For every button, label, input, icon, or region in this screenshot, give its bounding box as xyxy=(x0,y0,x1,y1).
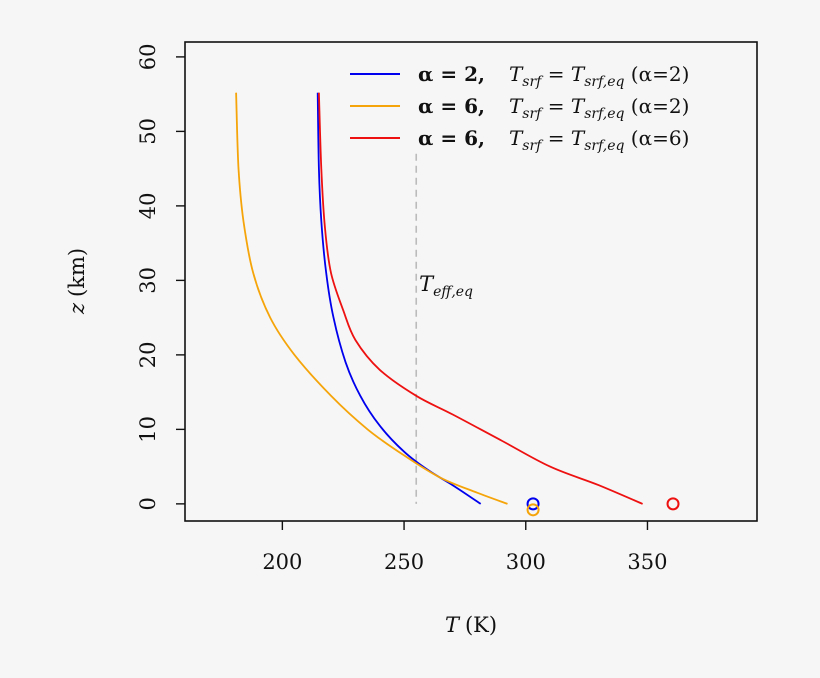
y-tick-label: 60 xyxy=(136,44,160,71)
legend-label-1: α = 2, Tsrf = Tsrf,eq (α=2) xyxy=(418,62,689,90)
surface-marker-1 xyxy=(526,497,540,511)
teff-annotation: Teff,eq xyxy=(419,272,473,300)
series-line-3 xyxy=(318,92,643,505)
x-axis: 200 250 300 350 xyxy=(262,521,668,574)
legend-label-3: α = 6, Tsrf = Tsrf,eq (α=6) xyxy=(418,126,689,154)
surface-marker-2 xyxy=(526,503,540,517)
annotation-layer: Teff,eq xyxy=(419,272,473,300)
legend: α = 2, Tsrf = Tsrf,eq (α=2) α = 6, Tsrf = T… xyxy=(350,62,689,154)
x-tick-label: 250 xyxy=(384,550,424,574)
y-tick-label: 50 xyxy=(136,118,160,145)
x-tick-label: 300 xyxy=(506,550,546,574)
y-tick-label: 20 xyxy=(136,342,160,369)
y-axis: 0 10 20 30 40 50 60 xyxy=(136,44,185,511)
y-tick-label: 30 xyxy=(136,267,160,294)
y-tick-label: 10 xyxy=(136,416,160,443)
legend-label-2: α = 6, Tsrf = Tsrf,eq (α=2) xyxy=(418,94,689,122)
plot-frame xyxy=(184,41,758,522)
x-tick-label: 350 xyxy=(627,550,667,574)
x-axis-label: T (K) xyxy=(445,613,497,637)
marker-layer xyxy=(526,497,680,517)
series-layer xyxy=(235,92,643,505)
surface-marker-3 xyxy=(666,497,680,511)
y-tick-label: 0 xyxy=(136,497,160,510)
y-tick-label: 40 xyxy=(136,193,160,220)
series-line-2 xyxy=(235,92,508,505)
y-axis-label: z(km) xyxy=(65,248,89,315)
x-tick-label: 200 xyxy=(262,550,302,574)
